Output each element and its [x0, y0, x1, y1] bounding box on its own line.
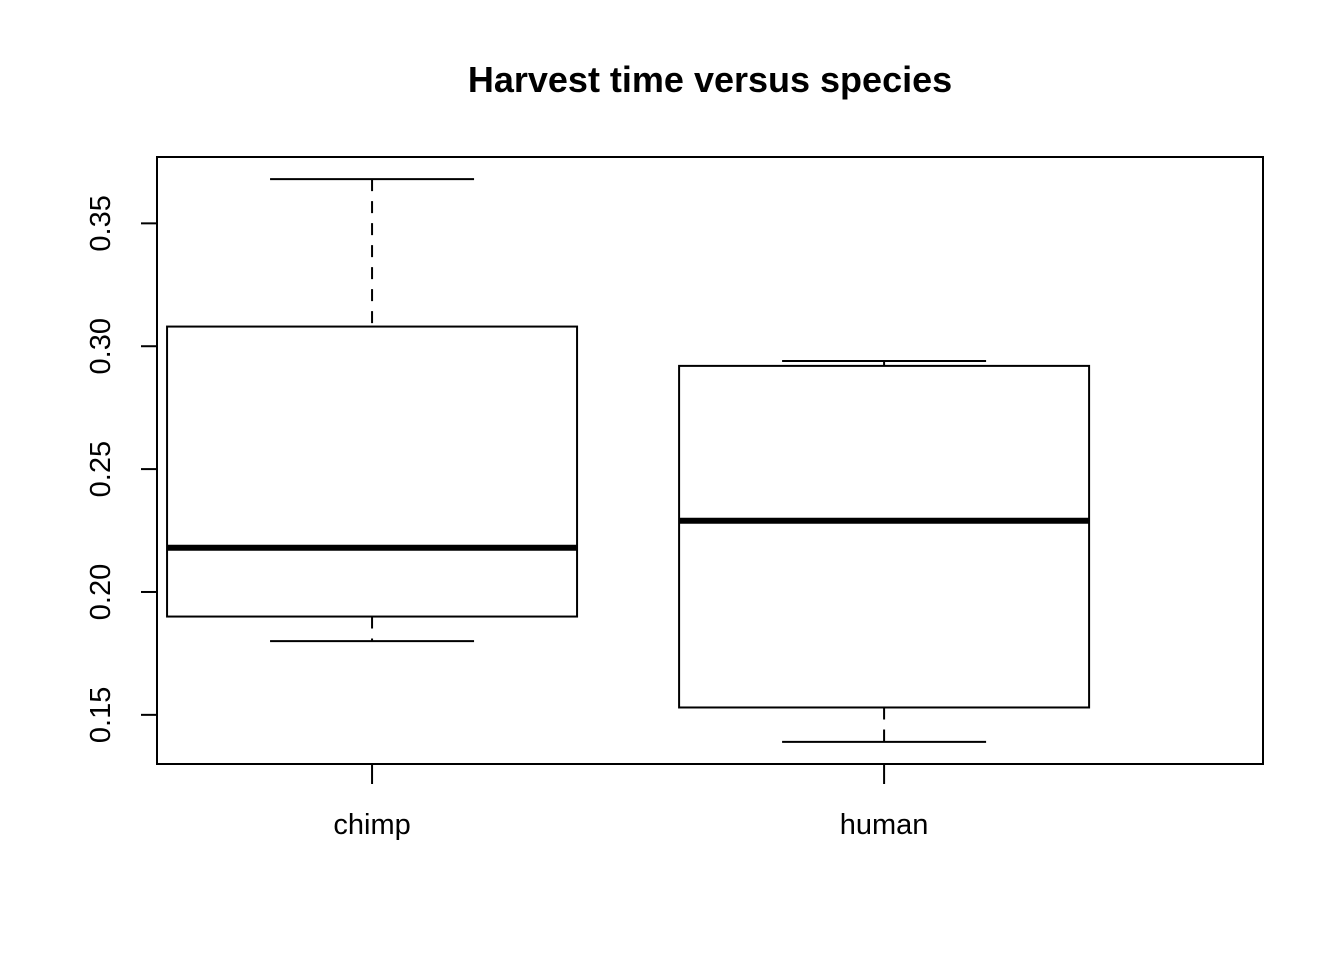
y-tick-label-1: 0.20	[85, 564, 117, 620]
box-human	[678, 364, 1091, 709]
plot-layer: 0.15 0.20 0.25 0.30 0.35 chimp human	[85, 156, 1264, 841]
y-tick-label-3: 0.30	[85, 318, 117, 374]
box-chimp	[166, 325, 579, 618]
y-tick-label-4: 0.35	[85, 195, 117, 251]
x-tick-label-human: human	[840, 809, 929, 841]
chart-title: Harvest time versus species	[468, 59, 952, 100]
x-tick-label-chimp: chimp	[333, 809, 410, 841]
y-tick-label-0: 0.15	[85, 687, 117, 743]
y-tick-label-2: 0.25	[85, 441, 117, 497]
